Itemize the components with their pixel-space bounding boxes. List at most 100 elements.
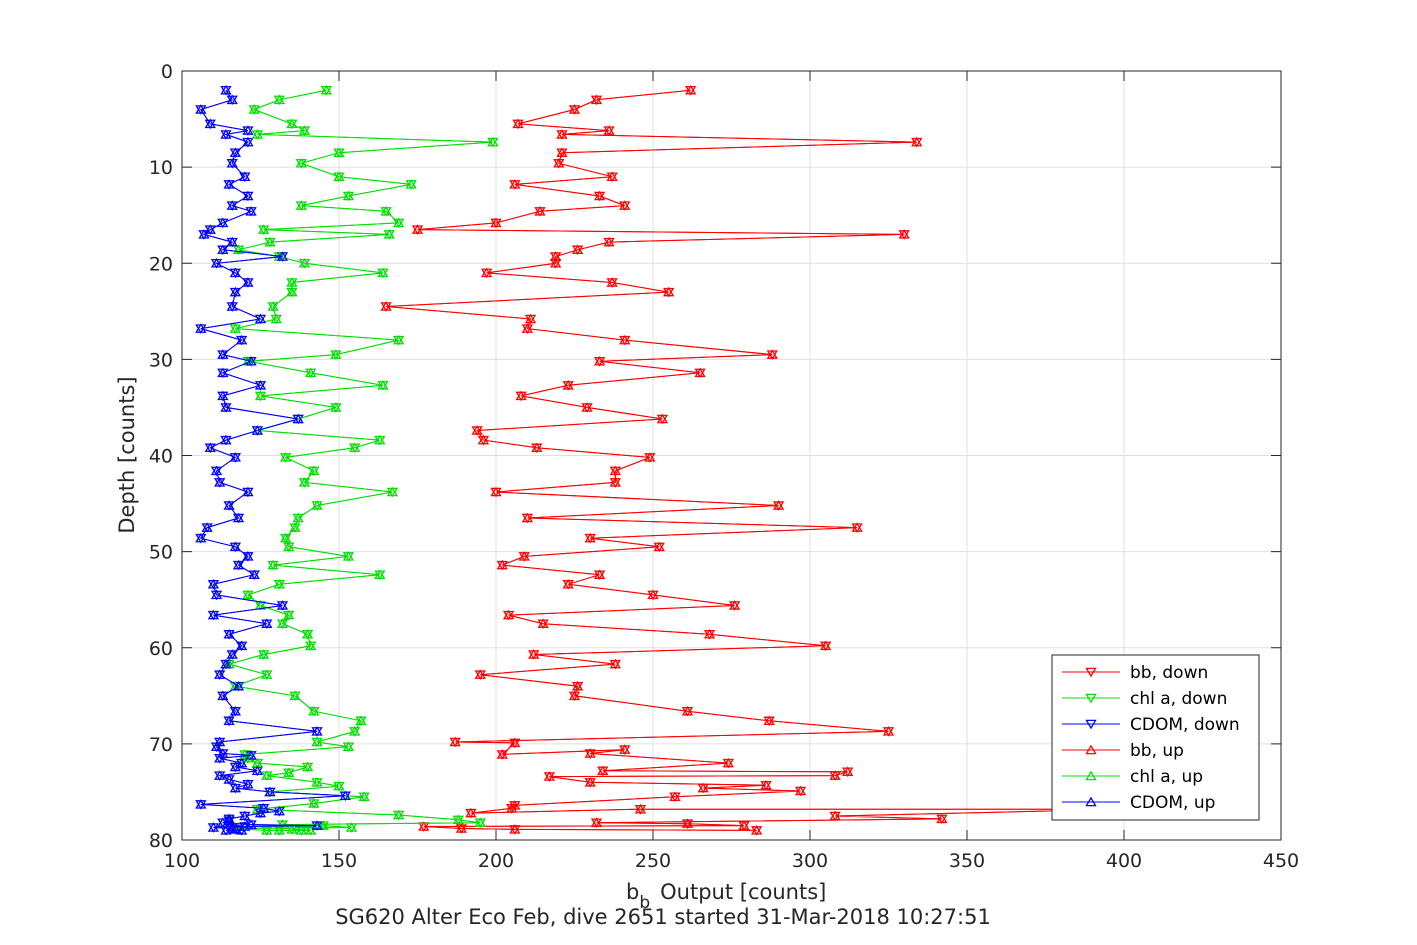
legend-marker: [1085, 744, 1097, 755]
data-point: [518, 551, 530, 561]
data-point: [311, 776, 323, 787]
data-point: [606, 277, 618, 287]
x-tick-label: 300: [792, 850, 828, 872]
data-point: [223, 774, 235, 784]
data-point: [195, 323, 207, 333]
data-point: [298, 477, 311, 487]
data-point: [418, 821, 430, 831]
legend-label: CDOM, up: [1130, 793, 1215, 813]
x-tick-label: 250: [635, 850, 671, 872]
data-point: [537, 618, 549, 628]
data-point: [374, 569, 386, 579]
data-point: [333, 147, 345, 157]
y-tick-label: 70: [149, 734, 173, 756]
data-point: [374, 434, 386, 445]
data-point: [333, 780, 345, 791]
data-point: [377, 379, 389, 390]
data-point: [248, 104, 260, 114]
data-point: [543, 771, 556, 781]
data-point: [245, 819, 257, 829]
data-point: [217, 817, 229, 827]
y-axis-label: Depth [counts]: [115, 376, 139, 533]
legend-item: chl a, down: [1062, 689, 1227, 709]
legend-marker: [1085, 770, 1097, 781]
data-point: [609, 465, 621, 476]
data-point: [308, 705, 320, 716]
data-point: [295, 200, 307, 210]
data-point: [653, 541, 665, 552]
data-point: [217, 367, 229, 378]
data-point: [286, 118, 298, 129]
data-point: [393, 809, 405, 820]
data-point: [273, 94, 285, 105]
data-point: [267, 301, 279, 311]
data-point: [292, 413, 304, 424]
data-point: [254, 313, 267, 324]
data-point: [851, 522, 863, 532]
data-point: [898, 229, 910, 239]
data-point: [229, 147, 242, 157]
data-point: [593, 190, 606, 201]
data-point: [236, 825, 248, 835]
data-point: [703, 628, 716, 639]
data-point: [229, 286, 242, 297]
data-point: [556, 129, 568, 139]
data-point: [226, 94, 238, 105]
data-point: [656, 413, 669, 424]
data-point: [258, 649, 270, 659]
data-point: [593, 569, 606, 579]
data-point: [298, 257, 311, 268]
data-point: [204, 224, 216, 234]
data-point: [474, 669, 486, 679]
data-point: [251, 129, 263, 139]
data-point: [276, 618, 289, 628]
legend-label: CDOM, down: [1130, 715, 1240, 735]
data-point: [590, 94, 603, 105]
data-point: [279, 452, 292, 462]
data-point: [254, 390, 267, 401]
data-point: [820, 640, 832, 651]
data-point: [239, 810, 251, 821]
data-point: [305, 640, 317, 651]
data-point: [584, 532, 596, 543]
data-point: [283, 609, 295, 620]
data-point: [258, 224, 270, 234]
data-point: [195, 799, 207, 809]
data-point: [345, 822, 358, 832]
data-point: [214, 736, 226, 747]
data-point: [232, 512, 245, 523]
x-tick-label: 150: [321, 850, 357, 872]
data-point: [204, 118, 216, 129]
data-point: [276, 819, 289, 829]
data-point: [220, 129, 232, 139]
data-point: [223, 179, 235, 189]
data-point: [251, 803, 263, 814]
ticks: 100 150 200 250 300 350 400 450 0 10 20 30 40 50 60 70 8…: [149, 61, 1299, 872]
data-point: [760, 779, 772, 790]
y-tick-label: 60: [149, 638, 173, 660]
data-point: [229, 541, 242, 552]
data-point: [236, 757, 248, 768]
data-point: [829, 770, 841, 780]
data-point: [380, 301, 392, 311]
data-point: [647, 589, 659, 600]
data-point: [490, 217, 502, 228]
legend-marker: [1085, 719, 1097, 730]
data-point: [220, 402, 232, 412]
data-point: [195, 532, 207, 543]
data-point: [634, 803, 647, 814]
data-point: [572, 244, 584, 255]
data-point: [842, 766, 854, 777]
legend-item: CDOM, up: [1062, 793, 1215, 813]
data-point: [226, 649, 238, 659]
legend-box: [1051, 654, 1260, 821]
data-point: [308, 465, 320, 476]
data-point: [270, 313, 282, 324]
data-point: [681, 818, 694, 828]
data-point: [214, 770, 226, 780]
data-point: [223, 813, 235, 824]
data-point: [521, 323, 534, 333]
data-point: [217, 217, 229, 228]
x-tick-label: 100: [164, 850, 200, 872]
